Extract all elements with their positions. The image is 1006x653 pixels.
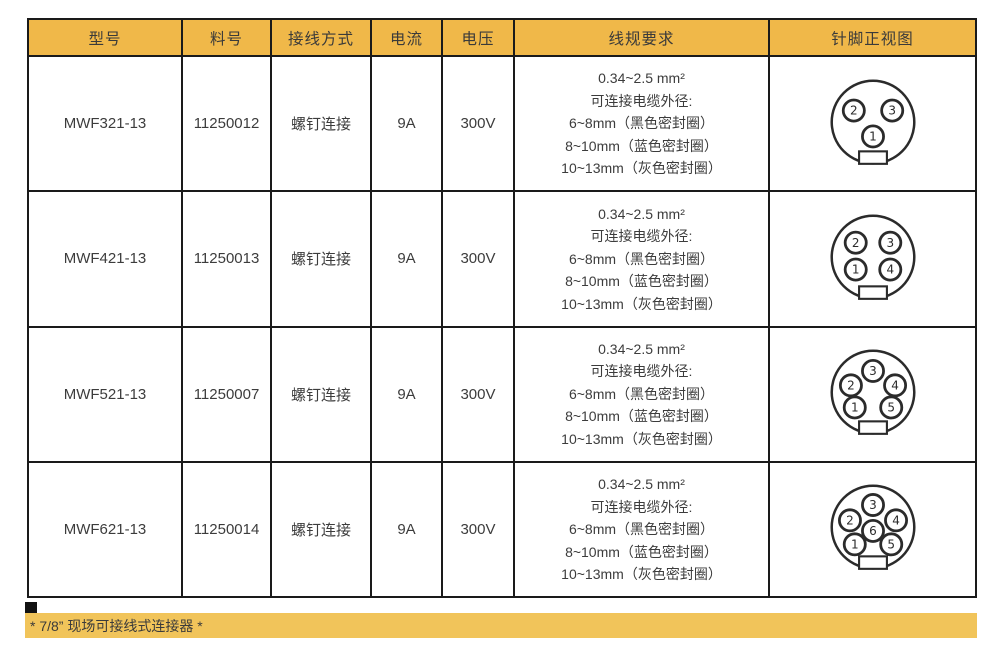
svg-text:4: 4 xyxy=(886,263,894,277)
header-part-number: 料号 xyxy=(183,20,272,55)
current-cell: 9A xyxy=(372,192,443,326)
header-current: 电流 xyxy=(372,20,443,55)
pin-diagram: 3 2 4 61 5 xyxy=(829,484,916,571)
model-cell: MWF321-13 xyxy=(29,57,183,191)
connection-type-cell: 螺钉连接 xyxy=(272,327,372,461)
wire-spec-line: 10~13mm（灰色密封圈） xyxy=(561,430,722,447)
wire-spec-line: 10~13mm（灰色密封圈） xyxy=(561,566,722,583)
part-number-cell: 11250007 xyxy=(183,327,272,461)
connector-spec-table: 型号 料号 接线方式 电流 电压 线规要求 针脚正视图 MWF321-13 11… xyxy=(27,18,977,598)
voltage-cell: 300V xyxy=(443,327,515,461)
wire-spec-cell: 0.34~2.5 mm² 可连接电缆外径: 6~8mm（黑色密封圈） 8~10m… xyxy=(515,462,770,596)
svg-text:1: 1 xyxy=(850,401,858,415)
part-number-cell: 11250012 xyxy=(183,57,272,191)
model-cell: MWF421-13 xyxy=(29,192,183,326)
svg-text:2: 2 xyxy=(851,236,859,250)
svg-text:3: 3 xyxy=(869,499,877,513)
wire-spec-cell: 0.34~2.5 mm² 可连接电缆外径: 6~8mm（黑色密封圈） 8~10m… xyxy=(515,57,770,191)
svg-text:5: 5 xyxy=(887,538,895,552)
svg-text:3: 3 xyxy=(886,236,894,250)
table-row: MWF421-13 11250013 螺钉连接 9A 300V 0.34~2.5… xyxy=(29,192,975,328)
header-model: 型号 xyxy=(29,20,183,55)
footnote-text: * 7/8” 现场可接线式连接器 * xyxy=(30,617,203,634)
wire-spec-line: 0.34~2.5 mm² xyxy=(598,476,685,493)
wire-spec-line: 10~13mm（灰色密封圈） xyxy=(561,160,722,177)
table-header-row: 型号 料号 接线方式 电流 电压 线规要求 针脚正视图 xyxy=(29,20,975,57)
pin-diagram: 2 31 xyxy=(829,79,916,165)
wire-spec-line: 可连接电缆外径: xyxy=(590,363,693,380)
svg-text:4: 4 xyxy=(892,514,900,528)
svg-text:1: 1 xyxy=(850,538,858,552)
pin-diagram: 32 4 1 5 xyxy=(829,349,916,436)
svg-text:1: 1 xyxy=(851,263,859,277)
connection-type-cell: 螺钉连接 xyxy=(272,462,372,596)
part-number-cell: 11250013 xyxy=(183,192,272,326)
voltage-cell: 300V xyxy=(443,462,515,596)
current-cell: 9A xyxy=(372,57,443,191)
model-cell: MWF521-13 xyxy=(29,327,183,461)
connection-type-cell: 螺钉连接 xyxy=(272,57,372,191)
svg-text:6: 6 xyxy=(869,524,877,538)
svg-text:2: 2 xyxy=(846,514,854,528)
svg-text:2: 2 xyxy=(847,379,855,393)
header-voltage: 电压 xyxy=(443,20,515,55)
header-connection-type: 接线方式 xyxy=(272,20,372,55)
wire-spec-line: 6~8mm（黑色密封圈） xyxy=(568,250,715,267)
table-row: MWF521-13 11250007 螺钉连接 9A 300V 0.34~2.5… xyxy=(29,327,975,463)
footnote-bar: * 7/8” 现场可接线式连接器 * xyxy=(25,613,977,638)
wire-spec-line: 6~8mm（黑色密封圈） xyxy=(568,115,715,132)
footnote-marker-square xyxy=(25,602,37,614)
wire-spec-line: 8~10mm（蓝色密封圈） xyxy=(565,408,718,425)
header-wire-spec: 线规要求 xyxy=(515,20,770,55)
svg-text:1: 1 xyxy=(869,129,877,143)
table-body: MWF321-13 11250012 螺钉连接 9A 300V 0.34~2.5… xyxy=(29,57,975,596)
model-cell: MWF621-13 xyxy=(29,462,183,596)
wire-spec-line: 可连接电缆外径: xyxy=(590,498,693,515)
svg-text:5: 5 xyxy=(887,401,895,415)
connection-type-cell: 螺钉连接 xyxy=(272,192,372,326)
pin-diagram: 2 3 1 4 xyxy=(829,214,916,300)
wire-spec-line: 10~13mm（灰色密封圈） xyxy=(561,295,722,312)
wire-spec-cell: 0.34~2.5 mm² 可连接电缆外径: 6~8mm（黑色密封圈） 8~10m… xyxy=(515,327,770,461)
table-row: MWF321-13 11250012 螺钉连接 9A 300V 0.34~2.5… xyxy=(29,57,975,193)
wire-spec-line: 8~10mm（蓝色密封圈） xyxy=(565,137,718,154)
wire-spec-line: 8~10mm（蓝色密封圈） xyxy=(565,543,718,560)
part-number-cell: 11250014 xyxy=(183,462,272,596)
wire-spec-cell: 0.34~2.5 mm² 可连接电缆外径: 6~8mm（黑色密封圈） 8~10m… xyxy=(515,192,770,326)
current-cell: 9A xyxy=(372,327,443,461)
current-cell: 9A xyxy=(372,462,443,596)
wire-spec-line: 可连接电缆外径: xyxy=(590,228,693,245)
svg-text:3: 3 xyxy=(888,103,896,117)
wire-spec-line: 0.34~2.5 mm² xyxy=(598,340,685,357)
header-pin-view: 针脚正视图 xyxy=(831,30,914,48)
wire-spec-line: 8~10mm（蓝色密封圈） xyxy=(565,273,718,290)
pin-view-cell: 2 3 1 4 xyxy=(770,192,975,325)
svg-text:3: 3 xyxy=(869,364,877,378)
voltage-cell: 300V xyxy=(443,192,515,326)
wire-spec-line: 0.34~2.5 mm² xyxy=(598,205,685,222)
wire-spec-line: 0.34~2.5 mm² xyxy=(598,70,685,87)
wire-spec-line: 可连接电缆外径: xyxy=(590,92,693,109)
wire-spec-line: 6~8mm（黑色密封圈） xyxy=(568,385,715,402)
table-row: MWF621-13 11250014 螺钉连接 9A 300V 0.34~2.5… xyxy=(29,462,975,596)
svg-text:2: 2 xyxy=(849,103,857,117)
wire-spec-line: 6~8mm（黑色密封圈） xyxy=(568,521,715,538)
voltage-cell: 300V xyxy=(443,57,515,191)
svg-text:4: 4 xyxy=(891,379,899,393)
